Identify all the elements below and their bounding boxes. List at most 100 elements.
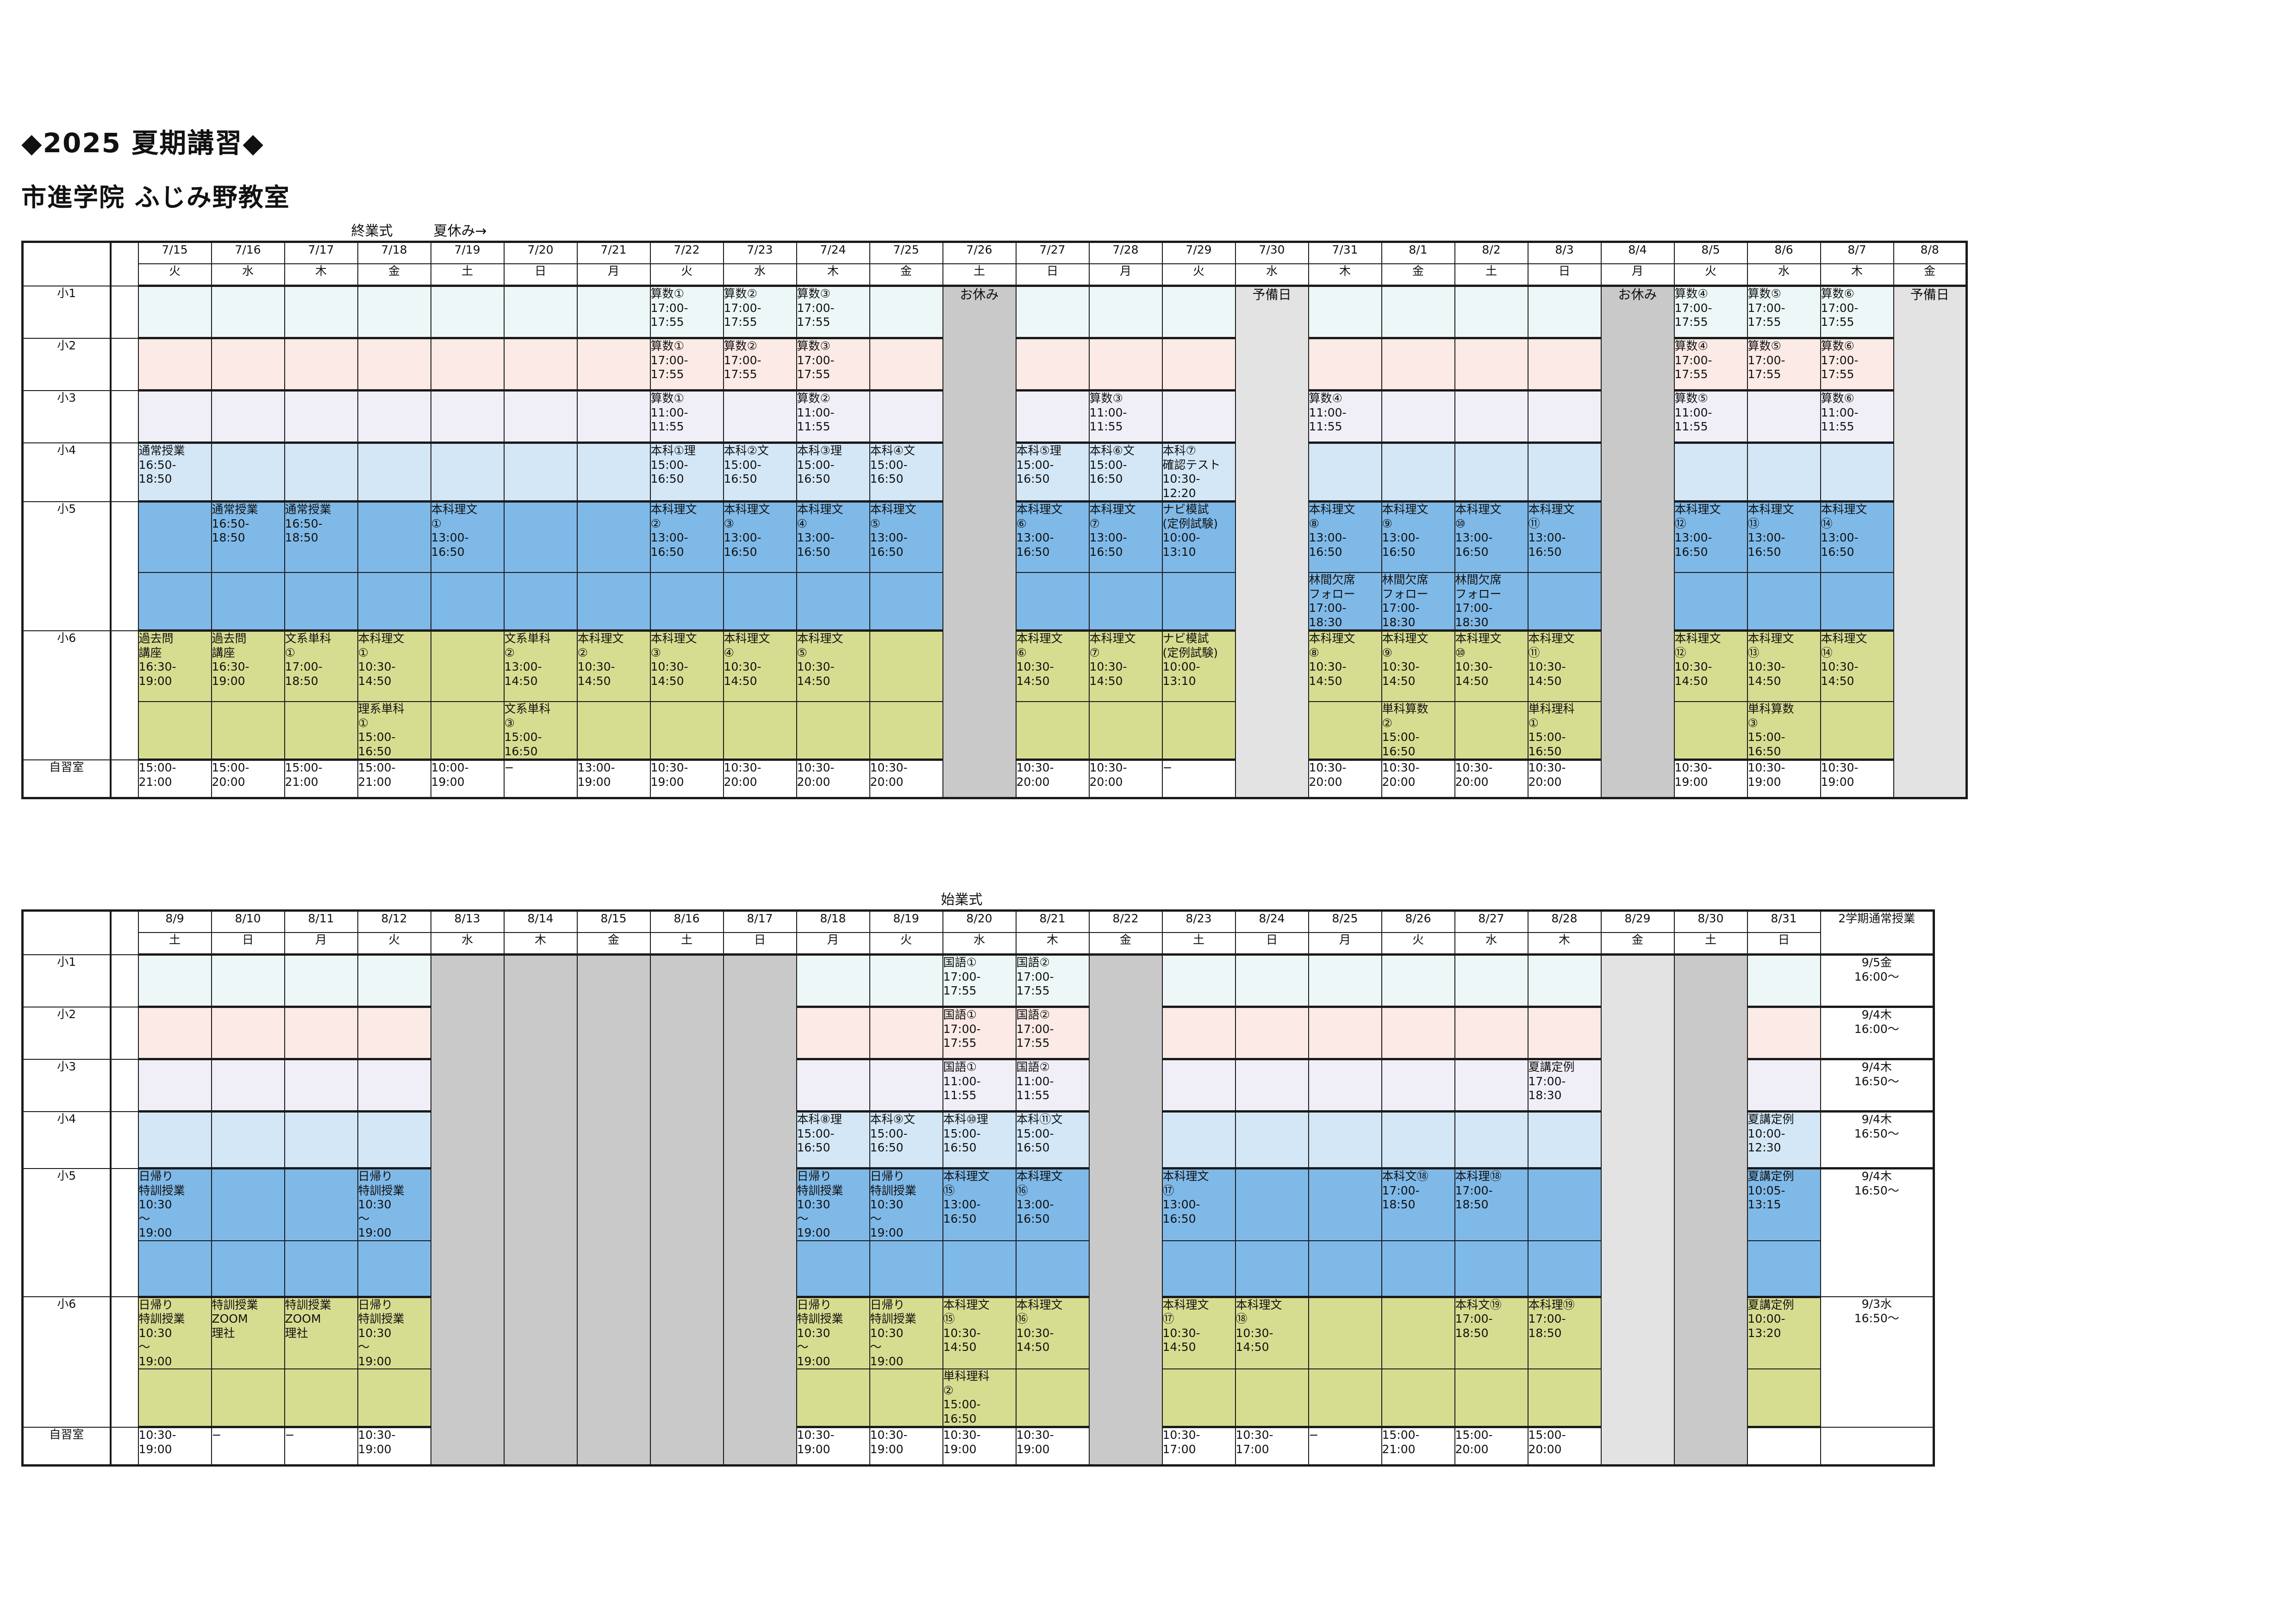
schedule-cell xyxy=(1235,1111,1309,1169)
schedule-cell xyxy=(1235,1368,1309,1428)
schedule-cell: 10:30- 19:00 xyxy=(942,1426,1017,1466)
schedule-cell xyxy=(357,1368,431,1428)
schedule-cell xyxy=(1308,1240,1382,1298)
schedule-cell: 本科理文 ⑥ 13:00- 16:50 xyxy=(1015,501,1090,573)
schedule-cell: 本科理文 ⑫ 10:30- 14:50 xyxy=(1673,630,1748,702)
schedule-cell: − xyxy=(503,759,578,799)
schedule-cell: 本科理文 ⑭ 13:00- 16:50 xyxy=(1820,501,1894,573)
schedule-cell: 10:30- 19:00 xyxy=(796,1426,870,1466)
schedule-cell xyxy=(869,701,943,761)
schedule-cell xyxy=(211,1168,285,1241)
weekday-header-cell: 火 xyxy=(1673,263,1748,287)
schedule-cell: − xyxy=(211,1426,285,1466)
schedule-cell: 本科理文 ⑥ 10:30- 14:50 xyxy=(1015,630,1090,702)
schedule-cell: 国語① 17:00- 17:55 xyxy=(942,1006,1017,1060)
date-header-cell: 7/15 xyxy=(137,241,212,264)
schedule-cell: 10:00- 19:00 xyxy=(430,759,505,799)
rest-day-cell xyxy=(723,954,797,1467)
row-spacer xyxy=(110,390,139,443)
schedule-cell: 算数② 11:00- 11:55 xyxy=(796,390,870,444)
schedule-cell: 国語① 17:00- 17:55 xyxy=(942,954,1017,1008)
row-label-g3: 小3 xyxy=(22,390,112,443)
schedule-cell xyxy=(1673,442,1748,503)
date-header-cell: 7/24 xyxy=(796,241,870,264)
schedule-cell: 本科理文 ⑧ 10:30- 14:50 xyxy=(1308,630,1382,702)
schedule-cell xyxy=(211,954,285,1008)
schedule-cell xyxy=(1527,285,1602,339)
schedule-cell: 算数⑤ 11:00- 11:55 xyxy=(1673,390,1748,444)
schedule-cell: 算数⑤ 17:00- 17:55 xyxy=(1747,337,1821,392)
schedule-cell: 本科④文 15:00- 16:50 xyxy=(869,442,943,503)
schedule-cell: 10:30- 19:00 xyxy=(649,759,724,799)
row-spacer xyxy=(110,759,139,799)
schedule-cell xyxy=(869,390,943,444)
weekday-header-cell: 月 xyxy=(576,263,651,287)
schedule-cell xyxy=(796,1240,870,1298)
weekday-header-cell: 土 xyxy=(649,932,724,956)
weekday-header-cell: 木 xyxy=(796,263,870,287)
schedule-cell xyxy=(211,701,285,761)
schedule-cell xyxy=(137,1240,212,1298)
schedule-cell xyxy=(796,572,870,632)
schedule-cell xyxy=(1454,337,1529,392)
weekday-header-cell: 火 xyxy=(649,263,724,287)
schedule-cell xyxy=(869,1058,943,1113)
schedule-cell: 算数⑥ 17:00- 17:55 xyxy=(1820,285,1894,339)
table-row: 小6 日帰り 特訓授業 10:30 〜 19:00 特訓授業 ZOOM 理社 特訓授業 ZOOM 理社… xyxy=(22,1296,1934,1428)
date-header-row: 7/15 7/16 7/17 7/18 7/19 7/20 7/21 7/22 7/23 7/24… xyxy=(22,241,1967,286)
date-header-cell: 8/8 xyxy=(1893,241,1967,264)
schedule-cell: 本科⑧理 15:00- 16:50 xyxy=(796,1111,870,1169)
schedule-cell xyxy=(869,1240,943,1298)
schedule-cell xyxy=(1088,572,1163,632)
schedule-cell xyxy=(1381,1111,1455,1169)
schedule-cell: 林間欠席 フォロー 17:00- 18:30 xyxy=(1454,572,1529,632)
schedule-cell xyxy=(796,1058,870,1113)
schedule-cell xyxy=(430,701,505,761)
date-header-cell: 7/30 xyxy=(1235,241,1309,264)
date-header-cell: 8/29 xyxy=(1600,910,1675,933)
schedule-cell: 本科③理 15:00- 16:50 xyxy=(796,442,870,503)
schedule-cell: ナビ模試 (定例試験) 10:00- 13:10 xyxy=(1161,630,1236,702)
schedule-cell xyxy=(1747,1426,1821,1466)
schedule-cell xyxy=(1088,337,1163,392)
schedule-cell xyxy=(430,630,505,702)
schedule-cell xyxy=(1381,337,1455,392)
schedule-cell xyxy=(284,572,358,632)
schedule-cell xyxy=(1161,572,1236,632)
date-header-cell: 7/17 xyxy=(284,241,358,264)
row-spacer xyxy=(110,442,139,502)
schedule-cell: 本科理文 ⑪ 10:30- 14:50 xyxy=(1527,630,1602,702)
schedule-cell xyxy=(869,1368,943,1428)
date-header-cell: 7/19 xyxy=(430,241,505,264)
schedule-cell xyxy=(1308,285,1382,339)
schedule-cell xyxy=(211,572,285,632)
term2-cell: 9/4木 16:50〜 xyxy=(1820,1168,1934,1297)
rest-day-cell xyxy=(576,954,651,1467)
schedule-cell xyxy=(430,337,505,392)
weekday-header-cell: 水 xyxy=(723,263,797,287)
schedule-cell xyxy=(284,701,358,761)
schedule-cell xyxy=(284,1058,358,1113)
schedule-cell xyxy=(137,1058,212,1113)
schedule-cell: 10:30- 19:00 xyxy=(869,1426,943,1466)
schedule-cell: 本科理文 ① 10:30- 14:50 xyxy=(357,630,431,702)
weekday-header-cell: 火 xyxy=(137,263,212,287)
weekday-header-cell: 月 xyxy=(1308,932,1382,956)
weekday-header-cell: 木 xyxy=(1527,932,1602,956)
schedule-cell: 10:30- 19:00 xyxy=(1015,1426,1090,1466)
schedule-cell xyxy=(1308,1296,1382,1369)
table-row: 小1 国語① 17:00- 17:55 国語② 17:00- 17:55 9/5金 16:00〜 xyxy=(22,954,1934,1467)
rest-day-cell xyxy=(649,954,724,1467)
date-header-cell: 8/15 xyxy=(576,910,651,933)
schedule-cell xyxy=(576,442,651,503)
schedule-cell xyxy=(357,285,431,339)
schedule-cell xyxy=(796,954,870,1008)
row-spacer xyxy=(110,501,139,631)
schedule-cell xyxy=(1454,442,1529,503)
table-row: 小6 過去問 講座 16:30- 19:00 過去問 講座 16:30- 19:00 文系単科 ① 1… xyxy=(22,630,1967,760)
row-label-g2: 小2 xyxy=(22,337,112,391)
schedule-cell xyxy=(796,1006,870,1060)
weekday-header-cell: 水 xyxy=(942,932,1017,956)
table-row: 小3 算数① 11:00- 11:55 算数② 11:00- 11:55 算数③ 11:00- 1… xyxy=(22,390,1967,444)
date-header-cell: 7/26 xyxy=(942,241,1017,264)
